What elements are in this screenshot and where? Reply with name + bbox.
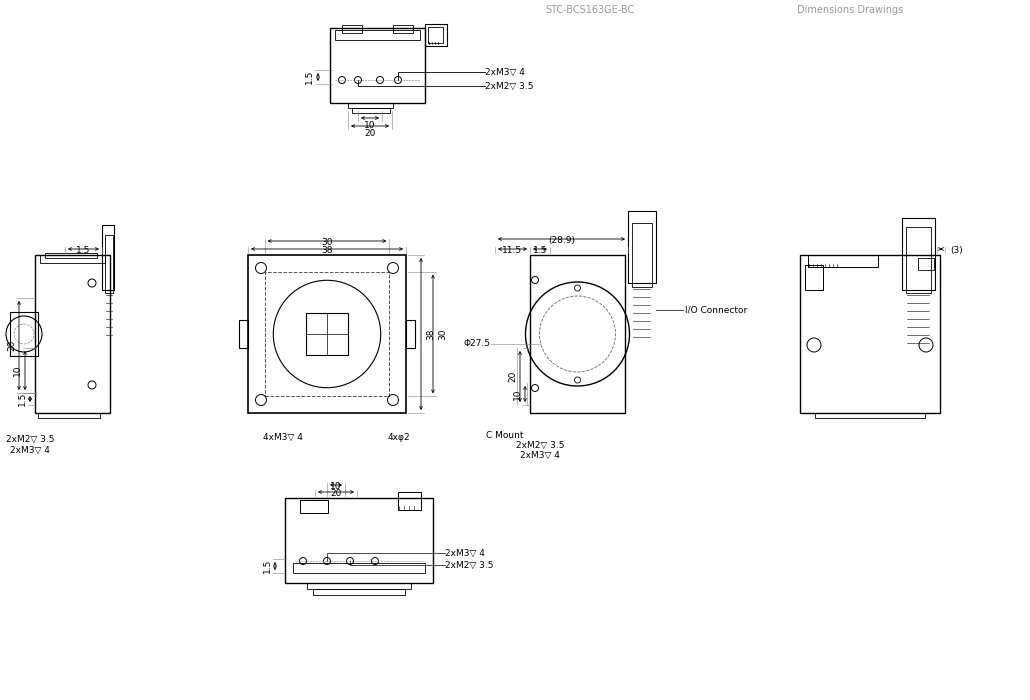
Bar: [330, 28, 425, 103]
Bar: [808, 255, 878, 267]
Text: (3): (3): [950, 246, 963, 255]
Text: 10: 10: [513, 389, 522, 400]
Text: 1.5: 1.5: [533, 246, 547, 255]
Bar: [102, 225, 114, 290]
Text: 2xM3▽ 4: 2xM3▽ 4: [485, 67, 525, 76]
Text: 1.5: 1.5: [305, 70, 314, 84]
Text: 10: 10: [365, 121, 376, 130]
Text: 11.5: 11.5: [502, 246, 522, 255]
Text: 4xM3▽ 4: 4xM3▽ 4: [263, 433, 303, 442]
Bar: [800, 255, 940, 413]
Text: C Mount: C Mount: [486, 431, 523, 440]
Bar: [239, 320, 248, 348]
Bar: [342, 25, 362, 33]
Text: 2xM3▽ 4: 2xM3▽ 4: [520, 451, 560, 460]
Text: 10: 10: [331, 482, 342, 491]
Bar: [628, 211, 656, 283]
Bar: [35, 255, 110, 413]
Bar: [285, 498, 433, 583]
Text: 20: 20: [508, 371, 517, 382]
Text: 20: 20: [365, 129, 376, 138]
Text: 38: 38: [426, 328, 435, 339]
Bar: [248, 255, 406, 413]
Text: Dimensions Drawings: Dimensions Drawings: [797, 5, 903, 15]
Text: 30: 30: [438, 328, 447, 339]
Bar: [406, 320, 415, 348]
Bar: [428, 27, 443, 43]
Bar: [313, 589, 405, 595]
Bar: [307, 583, 411, 589]
Text: 2xM2▽ 3.5: 2xM2▽ 3.5: [445, 561, 493, 570]
Text: 1.5: 1.5: [76, 246, 91, 255]
Bar: [300, 500, 328, 513]
Bar: [530, 255, 625, 413]
Bar: [307, 314, 347, 354]
Text: STC-BCS163GE-BC: STC-BCS163GE-BC: [545, 5, 634, 15]
Text: 10: 10: [13, 365, 22, 377]
Text: 20: 20: [7, 340, 16, 351]
Bar: [805, 265, 823, 290]
Text: 2xM2▽ 3.5: 2xM2▽ 3.5: [485, 81, 534, 90]
Text: 4xφ2: 4xφ2: [388, 433, 411, 442]
Text: 38: 38: [321, 246, 333, 255]
Text: 2xM3▽ 4: 2xM3▽ 4: [445, 549, 485, 557]
Text: 30: 30: [321, 238, 333, 247]
Text: 2xM2▽ 3.5: 2xM2▽ 3.5: [516, 441, 564, 450]
Bar: [398, 492, 421, 510]
Bar: [425, 24, 447, 46]
Text: 2xM2▽ 3.5: 2xM2▽ 3.5: [6, 435, 55, 444]
Bar: [265, 272, 389, 396]
Text: 20: 20: [331, 489, 342, 498]
Bar: [38, 413, 100, 418]
Bar: [906, 227, 931, 293]
Bar: [45, 253, 97, 258]
Text: 1.5: 1.5: [18, 392, 27, 406]
Bar: [393, 25, 413, 33]
Bar: [348, 103, 393, 108]
Text: Φ27.5: Φ27.5: [464, 340, 490, 349]
Bar: [293, 563, 425, 573]
Bar: [40, 255, 105, 263]
Bar: [918, 258, 934, 270]
Bar: [815, 413, 925, 418]
Text: I/O Connector: I/O Connector: [685, 305, 747, 314]
Bar: [632, 223, 652, 287]
Text: 1.5: 1.5: [263, 559, 272, 573]
Text: 2xM3▽ 4: 2xM3▽ 4: [10, 446, 49, 455]
Bar: [10, 312, 38, 356]
Text: (28.9): (28.9): [548, 236, 575, 245]
Bar: [335, 30, 420, 40]
Bar: [105, 235, 113, 293]
Bar: [352, 108, 390, 113]
Bar: [902, 218, 935, 290]
